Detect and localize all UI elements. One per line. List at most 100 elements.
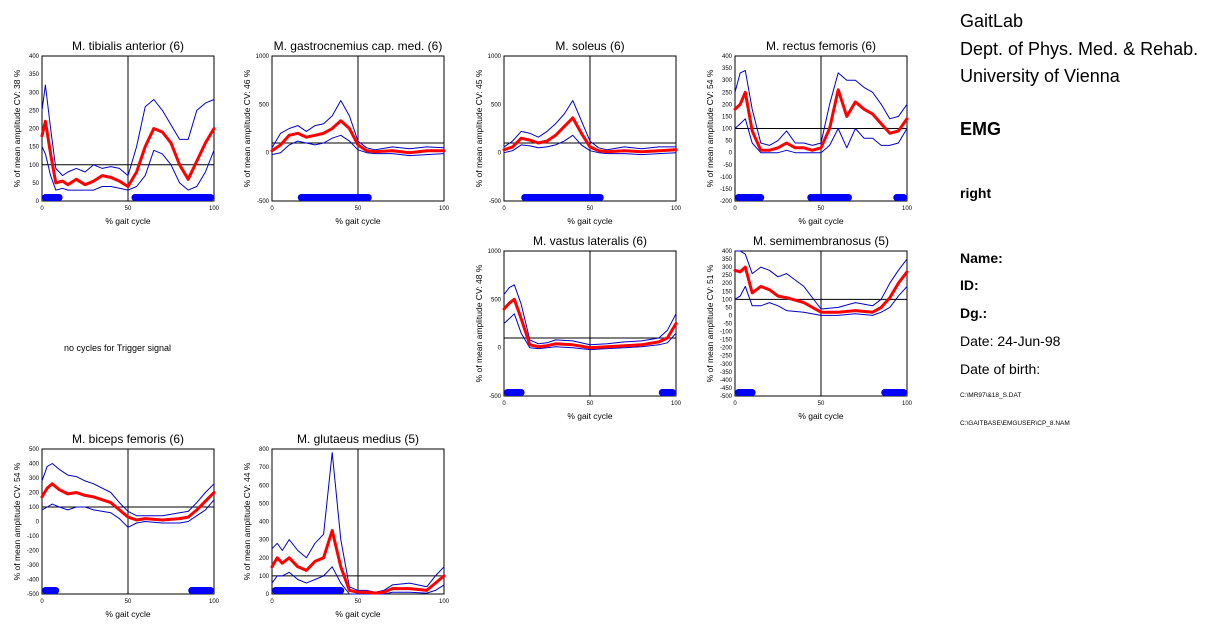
x-axis-label: % gait cycle [105,609,151,619]
date-value: 24-Jun-98 [997,333,1061,349]
chart-title: M. gastrocnemius cap. med. (6) [274,39,443,53]
x-tick-label: 100 [439,599,450,605]
x-tick-label: 50 [587,401,594,407]
mean-emg-line [270,529,446,595]
x-axis-label: % gait cycle [567,216,613,226]
mean-emg-line [40,119,216,188]
y-tick-label: 1000 [488,249,502,255]
y-tick-label: 1000 [256,54,270,60]
upper-sd-line [41,84,215,177]
lab-name: GaitLab [960,11,1024,31]
y-tick-label: 150 [722,289,733,295]
x-tick-label: 100 [902,206,913,212]
muscle-activity-bar [893,194,907,201]
x-tick-label: 100 [671,206,682,212]
y-tick-label: -150 [720,187,733,193]
x-tick-label: 0 [502,206,506,212]
muscle-activity-bar [658,389,676,396]
upper-sd-line [734,70,908,146]
x-tick-label: 50 [125,599,132,605]
x-tick-label: 100 [902,401,913,407]
upper-sd-line [271,100,445,151]
y-axis-label: % of mean amplitude CV: 38 % [12,69,22,187]
y-tick-label: -200 [720,199,733,205]
y-tick-label: -300 [720,362,733,368]
y-tick-label: -250 [720,354,733,360]
x-axis-label: % gait cycle [798,216,844,226]
x-tick-label: 50 [125,206,132,212]
x-tick-label: 50 [587,206,594,212]
y-tick-label: 100 [722,127,733,133]
department: Dept. of Phys. Med. & Rehab. [960,39,1199,59]
upper-sd-line [41,463,215,517]
y-tick-label: -300 [27,563,40,569]
y-tick-label: 0 [266,151,270,157]
x-tick-label: 100 [209,599,220,605]
lower-sd-line [503,134,677,156]
y-tick-label: 0 [266,592,270,598]
x-tick-label: 0 [40,206,44,212]
y-tick-label: -100 [27,534,40,540]
y-tick-label: 0 [36,520,40,526]
muscle-activity-bar [735,194,765,201]
mean-emg-line [733,265,909,314]
y-tick-label: 0 [729,313,733,319]
university: University of Vienna [960,66,1120,86]
upper-sd-line [734,250,908,310]
y-tick-label: 150 [29,145,40,151]
chart-title: M. biceps femoris (6) [72,432,184,446]
x-tick-label: 50 [818,401,825,407]
chart-title: M. soleus (6) [555,39,624,53]
lower-sd-line [503,313,677,351]
y-tick-label: 500 [29,447,40,453]
mean-emg-line [502,297,678,350]
y-tick-label: 100 [259,574,270,580]
x-tick-label: 0 [733,401,737,407]
y-tick-label: 400 [722,54,733,60]
name-label: Name: [960,250,1003,266]
y-tick-label: -350 [720,370,733,376]
dg-label: Dg.: [960,305,988,321]
y-tick-label: 700 [259,465,270,471]
x-axis-label: % gait cycle [105,216,151,226]
y-tick-label: 300 [29,476,40,482]
x-tick-label: 0 [270,206,274,212]
y-tick-label: 0 [498,151,502,157]
x-tick-label: 50 [818,206,825,212]
mean-emg-line [270,119,446,155]
y-tick-label: 300 [259,538,270,544]
chart-title: M. rectus femoris (6) [766,39,876,53]
y-tick-label: 200 [722,102,733,108]
chart-title: M. semimembranosus (5) [753,234,889,248]
mean-emg-line [502,116,678,154]
y-tick-label: 150 [722,114,733,120]
y-tick-label: -400 [27,578,40,584]
id-label: ID: [960,277,979,293]
y-tick-label: 300 [722,78,733,84]
chart-title: M. tibialis anterior (6) [72,39,184,53]
y-tick-label: -500 [489,394,502,400]
y-tick-label: -50 [723,163,732,169]
y-tick-label: -500 [720,394,733,400]
y-tick-label: -450 [720,386,733,392]
data-file-path: C:\MR97\&18_S.DAT [960,392,1022,399]
x-tick-label: 0 [270,599,274,605]
chart-title: M. glutaeus medius (5) [297,432,419,446]
y-tick-label: 100 [722,297,733,303]
y-axis-label: % of mean amplitude CV: 46 % [242,69,252,187]
date-label: Date: [960,333,994,349]
upper-sd-line [503,100,677,151]
y-tick-label: 200 [29,127,40,133]
lower-sd-line [734,285,908,316]
y-tick-label: 300 [29,90,40,96]
x-tick-label: 100 [439,206,450,212]
y-tick-label: -400 [720,378,733,384]
y-tick-label: -500 [27,592,40,598]
y-tick-label: -500 [257,199,270,205]
upper-sd-line [271,452,445,593]
muscle-activity-bar [881,389,907,396]
y-tick-label: -500 [489,199,502,205]
y-tick-label: 100 [29,505,40,511]
y-tick-label: -100 [720,330,733,336]
